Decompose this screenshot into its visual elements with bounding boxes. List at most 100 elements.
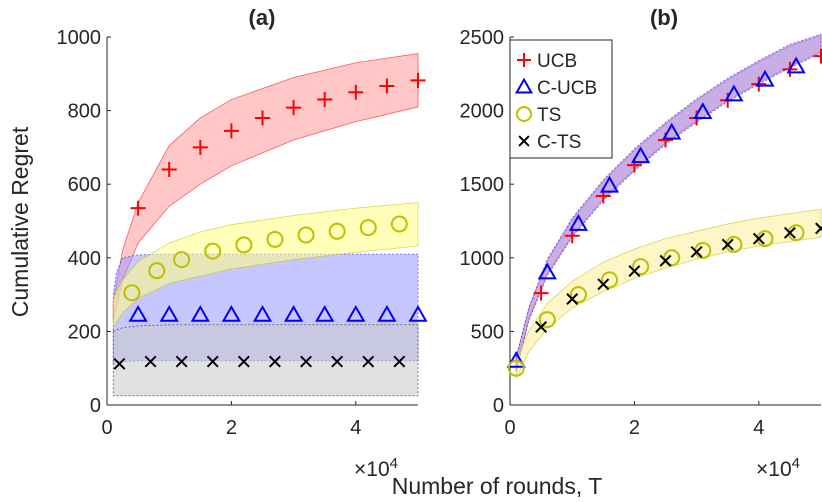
x-axis-label: Number of rounds, T	[392, 473, 603, 499]
panel-a-ucb-point-2	[192, 139, 208, 155]
panel-b-xtick-label-0: 0	[504, 417, 515, 439]
panel-a-c-ucb-point-7	[346, 304, 366, 322]
panel-a-ytick-label-400: 400	[68, 248, 101, 270]
legend-label-ts: TS	[537, 105, 561, 126]
legend-marker-ts	[516, 106, 532, 122]
panel-a-ts-point-5	[266, 230, 284, 248]
panel-b-ts-point-5	[663, 249, 681, 267]
panel-b-x-multiplier: ×104	[756, 455, 800, 481]
panel-a-c-ucb-point-8	[377, 304, 397, 322]
panel-a-series-ucb	[130, 72, 426, 216]
legend-label-c-ts: C-TS	[537, 132, 581, 153]
panel-a-c-ucb-point-4	[252, 304, 273, 322]
panel-a-series-ts	[123, 215, 408, 302]
panel-b-c-ts-point-5	[690, 245, 703, 258]
panel-a-ucb-point-6	[317, 92, 333, 108]
panel-b-ytick-label-1000: 1000	[460, 248, 505, 270]
panel-b-ytick-label-500: 500	[471, 321, 504, 343]
panel-a-x-multiplier: ×104	[354, 455, 398, 481]
panel-a-ts-point-1	[148, 262, 166, 280]
panel-b-c-ucb-point-7	[724, 84, 744, 102]
panel-a-c-ucb-point-1	[159, 304, 179, 322]
panel-b-ytick-label-0: 0	[493, 395, 504, 417]
panel-a-c-ts-point-5	[268, 355, 281, 368]
panel-a-c-ucb-point-9	[408, 304, 428, 322]
panel-a-ucb-point-0	[130, 200, 146, 216]
panel-a-ts-point-7	[328, 222, 346, 240]
panel-b-c-ts-point-3	[628, 265, 641, 278]
panel-b-c-ucb-point-6	[693, 102, 713, 119]
panel-a-ts-point-8	[359, 219, 377, 237]
panel-b-c-ts-point-8	[783, 226, 796, 239]
panel-b-marks	[506, 48, 822, 377]
panel-b-c-ts-point-9	[815, 222, 822, 235]
panel-a-ucb-point-8	[379, 78, 395, 94]
panel-b-ucb-point-9	[813, 48, 822, 64]
panel-b-c-ts-point-7	[752, 232, 765, 245]
panel-b-title: (b)	[650, 5, 678, 30]
panel-b-ts-point-4	[632, 258, 650, 276]
panel-b-c-ucb-point-0	[506, 350, 526, 368]
panel-b-c-ucb-point-2	[568, 214, 589, 231]
panel-a-ts-point-0	[123, 284, 141, 302]
panel-a-c-ucb-point-6	[315, 304, 335, 322]
panel-b-ts-point-1	[538, 311, 556, 329]
panel-a-ytick-label-1000: 1000	[57, 27, 102, 49]
legend: UCB C-UCB TS C-TS	[509, 39, 613, 159]
panel-a-c-ts-point-1	[144, 355, 157, 368]
panel-a-c-ucb-point-0	[128, 304, 148, 322]
panel-a-axes	[106, 36, 418, 406]
legend-label-ucb: UCB	[537, 51, 577, 72]
panel-a-ucb-point-9	[410, 72, 426, 88]
panel-a-band-c-ts	[112, 324, 419, 397]
panel-b-ts-point-0	[507, 359, 525, 377]
panel-b-xtick-label-4: 4	[753, 417, 764, 439]
legend-label-c-ucb: C-UCB	[537, 78, 597, 99]
panel-a-c-ts-point-6	[300, 355, 312, 368]
panel-b-c-ts-point-1	[566, 293, 579, 305]
panel-b-ytick-label-2000: 2000	[460, 101, 505, 123]
panel-a-bands	[112, 53, 419, 397]
panel-b-series-c-ucb	[506, 56, 806, 368]
panel-a-c-ts-point-9	[393, 355, 406, 368]
y-axis-label: Cumulative Regret	[7, 126, 33, 317]
panel-a-ucb-point-5	[286, 100, 302, 116]
panel-a-ytick-label-600: 600	[68, 174, 101, 196]
panel-a-c-ucb-point-2	[190, 304, 210, 322]
panel-a-ucb-point-1	[161, 161, 177, 177]
panel-a-c-ts-point-4	[237, 355, 250, 368]
panel-a-c-ucb-point-3	[221, 304, 241, 322]
panel-b-x-multiplier-base: ×10	[756, 458, 792, 481]
panel-b-c-ucb-point-9	[786, 56, 806, 74]
panel-b-c-ucb-point-5	[662, 122, 682, 140]
panel-a-x-multiplier-base: ×10	[354, 458, 390, 481]
panel-b-c-ucb-point-8	[755, 69, 775, 87]
panel-b-c-ts-point-6	[721, 238, 734, 251]
panel-b-c-ucb-point-1	[537, 262, 557, 280]
panel-a-series-c-ts	[113, 355, 406, 370]
panel-b-ucb-point-0	[533, 285, 549, 301]
panel-a-tick-labels: 0 200 400 600 800 1000 0 2 4	[57, 27, 362, 439]
panel-a-x-multiplier-exp: 4	[390, 455, 398, 472]
panel-b-band-ts	[515, 208, 822, 379]
panel-a-ucb-point-7	[348, 84, 364, 100]
legend-items: UCB C-UCB TS C-TS	[514, 51, 597, 153]
legend-marker-c-ucb	[514, 77, 534, 94]
panel-a-ytick-label-0: 0	[90, 395, 101, 417]
panel-b-tick-labels: 0 500 1000 1500 2000 2500 0 2 4	[460, 27, 765, 439]
panel-a-c-ts-point-8	[362, 355, 375, 368]
panel-b-xtick-label-2: 2	[629, 417, 640, 439]
panel-b-series-c-ts	[535, 222, 822, 333]
panel-b-ts-point-3	[601, 271, 619, 289]
panel-a-ts-point-2	[173, 251, 191, 269]
panel-b-ytick-label-1500: 1500	[460, 174, 505, 196]
panel-a-c-ts-point-0	[113, 357, 126, 370]
panel-a-ts-point-4	[235, 236, 253, 254]
panel-b-ts-point-2	[569, 286, 587, 304]
panel-a-ts-point-6	[297, 226, 315, 244]
panel-a-ts-point-3	[204, 242, 222, 260]
panel-b-c-ts-point-4	[659, 254, 672, 267]
